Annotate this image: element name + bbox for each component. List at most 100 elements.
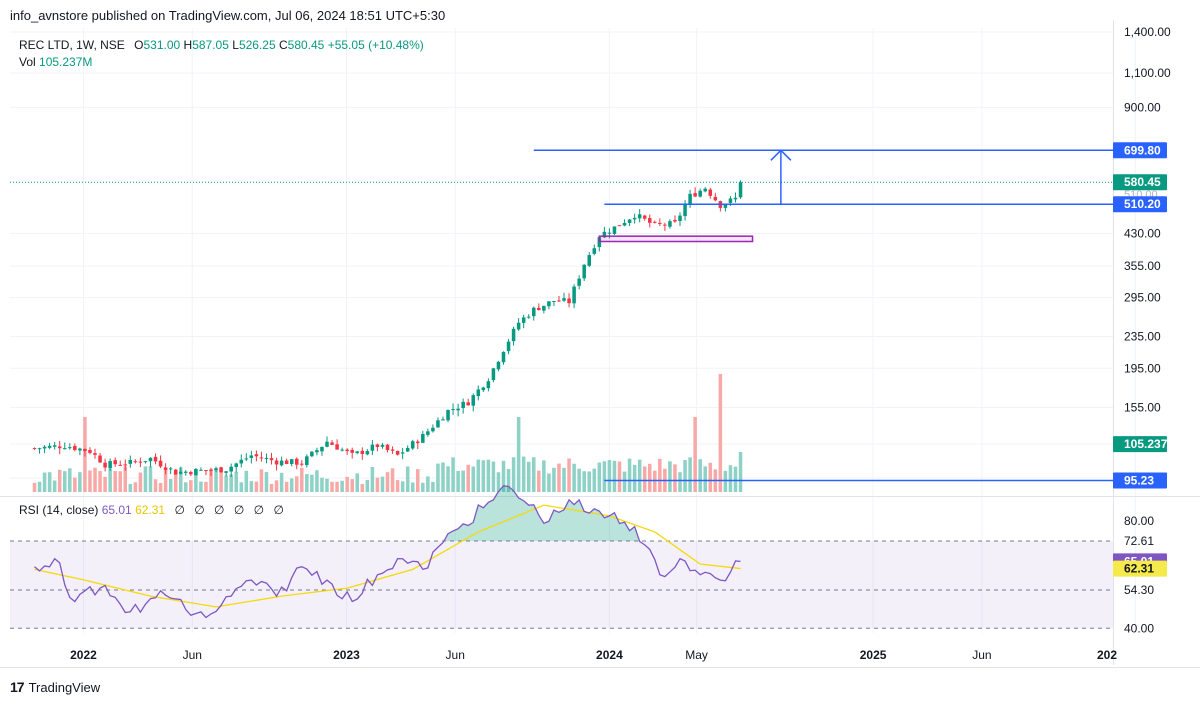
price-tick-label: 1,100.00 (1124, 66, 1171, 80)
candle (521, 314, 526, 329)
volume-bar (531, 457, 536, 492)
symbol-name[interactable]: REC LTD, 1W, NSE (19, 38, 125, 52)
candle (733, 192, 738, 203)
candle (168, 467, 173, 475)
volume-bar (259, 469, 264, 492)
candle (441, 416, 445, 421)
rsi-badge[interactable]: 62.31 (1113, 560, 1167, 577)
candle (617, 225, 622, 227)
volume-bar (289, 478, 294, 492)
candle-body (315, 450, 319, 453)
time-tick-label: 202 (1097, 648, 1117, 662)
candle (350, 447, 354, 459)
volume-bar (698, 459, 702, 492)
volume-bar (738, 452, 743, 492)
candle (582, 264, 586, 282)
candle (612, 226, 617, 236)
tradingview-brand[interactable]: 17 TradingView (10, 679, 100, 695)
price-tick-label: 155.00 (1124, 400, 1161, 414)
volume-bar (42, 472, 47, 492)
candle (128, 455, 133, 468)
rsi-badge[interactable]: 95.23 (1113, 472, 1167, 489)
candle (395, 450, 400, 456)
candle (325, 436, 329, 448)
candle (431, 424, 435, 433)
candle-body (673, 219, 677, 222)
candle-body (501, 351, 506, 363)
candle-body (133, 461, 138, 463)
price-badge[interactable]: 580.45 (1113, 174, 1167, 191)
candle (481, 386, 486, 393)
candle-body (47, 445, 52, 448)
volume-bar (249, 481, 254, 492)
candle-body (128, 459, 133, 464)
candle-body (300, 463, 304, 465)
candle-body (294, 458, 299, 465)
price-badge[interactable]: 699.80 (1113, 142, 1167, 159)
candle-body (703, 188, 707, 192)
volume-bar (658, 458, 662, 492)
candle-body (602, 231, 607, 238)
volume-bar (168, 478, 173, 492)
candle (249, 450, 254, 464)
volume-bar (627, 458, 632, 492)
volume-bar (693, 417, 697, 492)
candle (486, 378, 491, 392)
volume-bar (300, 467, 304, 492)
price-badge-label: 699.80 (1124, 143, 1161, 157)
volume-bar (602, 461, 607, 492)
volume-bar (511, 457, 516, 492)
symbol-legend[interactable]: REC LTD, 1W, NSE O531.00 H587.05 L526.25… (19, 38, 424, 52)
price-badge-bg (1113, 436, 1167, 453)
candle-body (642, 215, 647, 219)
candle (653, 220, 657, 224)
low-value: 526.25 (238, 38, 276, 52)
volume-bar (597, 462, 602, 492)
arrow-head-icon[interactable] (770, 149, 792, 161)
candle-body (481, 387, 486, 391)
time-axis[interactable]: 2022 Jun 2023 Jun 2024 May 2025 Jun 202 (70, 648, 1117, 662)
volume-bar (390, 468, 395, 492)
rsi-label: RSI (14, close) (19, 503, 99, 517)
price-axis[interactable]: 1,400.00 1,100.00 900.00 430.00 355.00 295.00… (1113, 25, 1177, 635)
candle (259, 451, 264, 462)
candle (713, 192, 718, 202)
rsi-extra-4: ∅ (253, 503, 265, 517)
candle-body (289, 459, 294, 464)
rsi-legend[interactable]: RSI (14, close) 65.01 62.31 ∅ ∅ ∅ ∅ ∅ ∅ (19, 503, 284, 517)
candle (269, 452, 274, 465)
rsi-extra-2: ∅ (214, 503, 225, 517)
support-box[interactable] (598, 235, 754, 243)
volume-bar (194, 469, 198, 492)
candle-body (350, 449, 354, 453)
candle (496, 360, 501, 372)
volume-bar (199, 481, 203, 492)
high-value: 587.05 (192, 38, 229, 52)
candle-body (32, 448, 37, 450)
rsi-badge-label: 62.31 (1124, 562, 1154, 576)
candle-body (335, 444, 339, 450)
volume-bar (370, 466, 375, 492)
candle-body (557, 300, 561, 302)
volume-bar (421, 482, 425, 492)
candle (708, 187, 713, 199)
volume-bar (375, 477, 380, 492)
candle-body (219, 467, 223, 473)
volume-bar (526, 461, 531, 492)
price-badge[interactable]: 510.20 (1113, 196, 1167, 213)
price-badge[interactable]: 105.237M (1113, 436, 1177, 453)
volume-bar (128, 483, 133, 492)
volume-legend[interactable]: Vol 105.237M (19, 55, 92, 69)
candle-body (214, 468, 218, 471)
candle-body (713, 196, 718, 201)
volume-bar (118, 471, 122, 492)
vol-value: 105.237M (39, 55, 93, 69)
drawings[interactable] (533, 149, 1113, 243)
candle (224, 471, 228, 477)
candle-body (547, 301, 551, 307)
volume-bar (345, 476, 349, 492)
candle (365, 449, 370, 456)
candle (491, 367, 496, 383)
